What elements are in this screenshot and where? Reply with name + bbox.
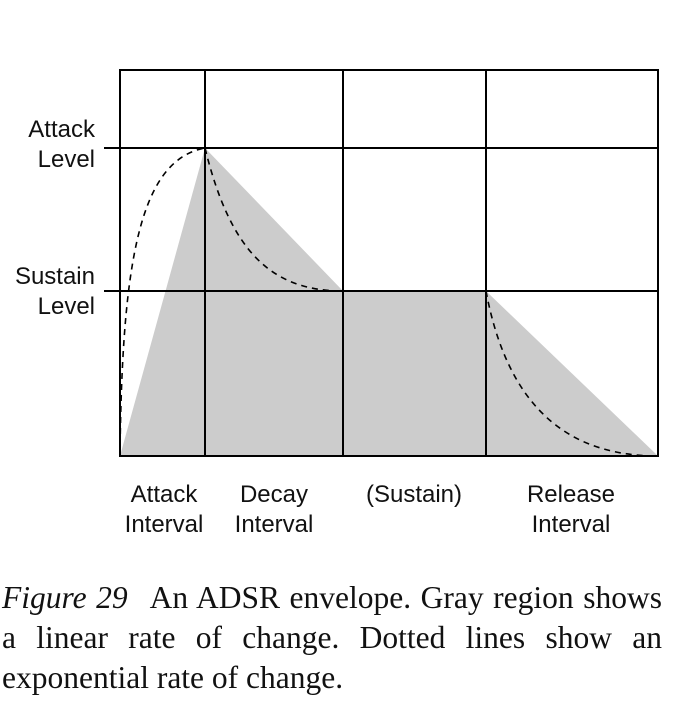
decay-interval-label: Decay Interval [235, 480, 314, 540]
exponential-decay-curve [204, 147, 344, 292]
adsr-envelope-plot [104, 69, 659, 457]
figure-caption: Figure 29 An ADSR envelope. Gray region s… [2, 578, 662, 698]
sustain-level-label-line1: Sustain [14, 263, 95, 290]
attack-level-label-line1: Attack [28, 116, 95, 143]
decay-interval-label-line2: Interval [234, 511, 314, 538]
decay-interval-label-line1: Decay [239, 481, 309, 508]
release-interval-label-line2: Interval [531, 511, 611, 538]
release-interval-label: Release Interval [527, 480, 615, 540]
linear-envelope-region [120, 148, 658, 456]
attack-level-label-line2: Level [37, 146, 95, 173]
release-interval-label-line1: Release [526, 481, 616, 508]
exponential-attack-curve [119, 147, 206, 457]
plot-frame [119, 69, 659, 457]
figure-caption-text: An ADSR envelope. Gray region shows a li… [2, 580, 662, 695]
sustain-interval-label: (Sustain) [366, 480, 462, 510]
sustain-level-label: Sustain Level [15, 262, 95, 322]
attack-interval-label-line1: Attack [130, 481, 198, 508]
adsr-envelope-diagram: Attack Level Sustain Level Attack Interv… [15, 69, 659, 540]
exponential-release-curve [485, 290, 659, 457]
attack-interval-label-line2: Interval [124, 511, 204, 538]
sustain-interval-label-line1: (Sustain) [365, 481, 463, 508]
attack-interval-label: Attack Interval [125, 480, 204, 540]
figure-number: Figure 29 [2, 580, 128, 615]
attack-level-label: Attack Level [28, 115, 95, 175]
sustain-level-label-line2: Level [37, 293, 95, 320]
